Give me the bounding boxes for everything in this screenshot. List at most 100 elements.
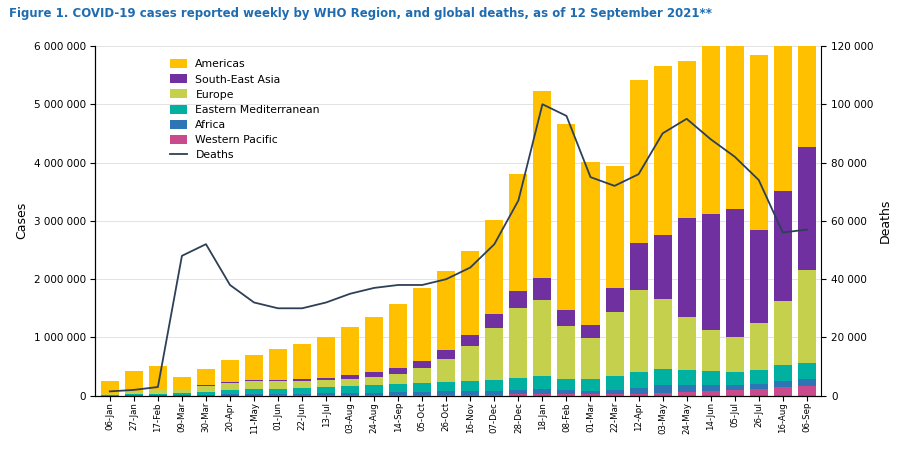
Bar xyxy=(702,391,719,396)
Deaths xyxy=(152,384,163,390)
Deaths xyxy=(561,113,572,119)
Bar xyxy=(221,383,239,390)
Bar xyxy=(533,300,551,376)
Bar xyxy=(341,375,359,379)
Bar xyxy=(366,385,383,392)
Bar xyxy=(798,147,815,270)
Bar xyxy=(702,371,719,385)
Bar xyxy=(774,387,792,396)
Bar xyxy=(750,383,767,389)
Line: Deaths: Deaths xyxy=(110,104,807,392)
Bar xyxy=(414,361,431,368)
Bar xyxy=(245,380,263,381)
Bar xyxy=(293,381,311,388)
Bar xyxy=(558,379,575,390)
Bar xyxy=(510,308,527,378)
Bar xyxy=(558,326,575,379)
Bar xyxy=(485,327,503,380)
Bar xyxy=(774,381,792,387)
Deaths xyxy=(489,242,500,247)
Bar xyxy=(125,371,143,391)
Bar xyxy=(533,92,551,278)
Y-axis label: Cases: Cases xyxy=(15,202,28,239)
Deaths xyxy=(393,282,404,288)
Bar xyxy=(245,355,263,380)
Bar xyxy=(629,372,648,388)
Bar xyxy=(293,344,311,379)
Bar xyxy=(678,61,696,218)
Bar xyxy=(581,162,600,326)
Bar xyxy=(558,394,575,396)
Bar xyxy=(341,393,359,395)
Bar xyxy=(702,214,719,330)
Bar xyxy=(750,389,767,396)
Bar xyxy=(606,312,623,376)
Bar xyxy=(173,389,191,393)
Bar xyxy=(726,390,744,396)
Bar xyxy=(389,304,407,368)
Bar xyxy=(581,394,600,396)
Bar xyxy=(462,346,479,381)
Bar xyxy=(510,174,527,291)
Bar xyxy=(702,385,719,391)
Bar xyxy=(533,394,551,396)
Deaths xyxy=(585,174,596,180)
Bar xyxy=(221,382,239,383)
Bar xyxy=(774,190,792,301)
Bar xyxy=(726,209,744,337)
Bar xyxy=(341,386,359,393)
Bar xyxy=(173,377,191,389)
Deaths xyxy=(417,282,428,288)
Deaths xyxy=(177,253,188,259)
Bar xyxy=(317,393,336,395)
Bar xyxy=(293,388,311,394)
Bar xyxy=(654,66,671,235)
Deaths xyxy=(802,227,813,232)
Bar xyxy=(606,394,623,396)
Bar xyxy=(437,395,455,396)
Bar xyxy=(221,360,239,382)
Deaths xyxy=(249,300,259,305)
Legend: Americas, South-East Asia, Europe, Eastern Mediterranean, Africa, Western Pacifi: Americas, South-East Asia, Europe, Easte… xyxy=(166,55,324,164)
Bar xyxy=(317,378,336,380)
Bar xyxy=(678,218,696,317)
Bar xyxy=(462,381,479,391)
Bar xyxy=(341,379,359,386)
Deaths xyxy=(225,282,236,288)
Bar xyxy=(221,394,239,396)
Deaths xyxy=(513,198,524,203)
Deaths xyxy=(321,300,332,305)
Deaths xyxy=(777,230,788,235)
Bar xyxy=(245,394,263,396)
Bar xyxy=(581,391,600,394)
Bar xyxy=(269,388,288,394)
Bar xyxy=(414,392,431,395)
Bar xyxy=(654,385,671,393)
Bar xyxy=(414,288,431,361)
Bar xyxy=(437,359,455,382)
Bar xyxy=(414,383,431,392)
Bar xyxy=(317,380,336,387)
Bar xyxy=(173,395,191,396)
Bar xyxy=(629,394,648,396)
Bar xyxy=(341,327,359,375)
Bar xyxy=(750,323,767,370)
Deaths xyxy=(297,306,307,311)
Bar xyxy=(798,387,815,396)
Bar xyxy=(366,395,383,396)
Bar xyxy=(678,385,696,392)
Bar xyxy=(606,166,623,288)
Deaths xyxy=(369,285,380,291)
Bar xyxy=(533,389,551,394)
Bar xyxy=(581,339,600,379)
Bar xyxy=(125,392,143,394)
Bar xyxy=(629,388,648,394)
Bar xyxy=(702,330,719,371)
Bar xyxy=(558,123,575,310)
Bar xyxy=(462,395,479,396)
Deaths xyxy=(729,154,740,159)
Bar xyxy=(774,10,792,190)
Bar xyxy=(798,363,815,379)
Bar xyxy=(678,370,696,385)
Bar xyxy=(485,220,503,313)
